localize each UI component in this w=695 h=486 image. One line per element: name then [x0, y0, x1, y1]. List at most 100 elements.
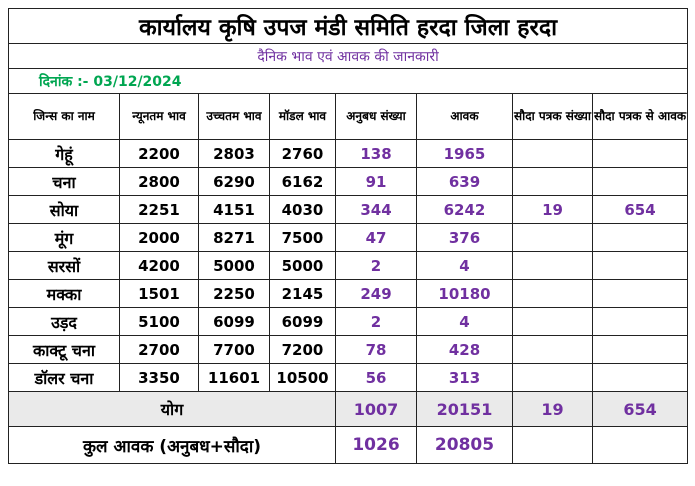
min-price: 5100: [119, 307, 199, 336]
grand-total-row: कुल आवक (अनुबध+सौदा) 1026 20805: [8, 426, 689, 464]
model-price: 7500: [269, 223, 336, 252]
max-price: 6290: [198, 167, 270, 196]
contract-count: 56: [335, 363, 417, 392]
min-price: 1501: [119, 279, 199, 308]
model-price: 6099: [269, 307, 336, 336]
min-price: 4200: [119, 251, 199, 280]
commodity-name: मक्का: [8, 279, 120, 308]
arrival: 428: [416, 335, 513, 364]
price-report-sheet: कार्यालय कृषि उपज मंडी समिति हरदा जिला ह…: [7, 8, 689, 464]
min-price: 2700: [119, 335, 199, 364]
header-contract-count: अनुबध संख्या: [335, 93, 417, 140]
max-price: 6099: [198, 307, 270, 336]
deal-count: [512, 251, 593, 280]
grand-total-label: कुल आवक (अनुबध+सौदा): [8, 426, 336, 464]
min-price: 3350: [119, 363, 199, 392]
report-subtitle: दैनिक भाव एवं आवक की जानकारी: [7, 43, 689, 69]
arrival: 376: [416, 223, 513, 252]
table-row: गेहूं 2200 2803 2760 138 1965: [8, 139, 689, 168]
max-price: 4151: [198, 195, 270, 224]
commodity-name: गेहूं: [8, 139, 120, 168]
table-row: मूंग 2000 8271 7500 47 376: [8, 223, 689, 252]
min-price: 2000: [119, 223, 199, 252]
model-price: 6162: [269, 167, 336, 196]
table-row: काक्टू चना 2700 7700 7200 78 428: [8, 335, 689, 364]
deal-count: 19: [512, 195, 593, 224]
total-deal-count: 19: [512, 391, 593, 427]
contract-count: 2: [335, 307, 417, 336]
report-title: कार्यालय कृषि उपज मंडी समिति हरदा जिला ह…: [7, 8, 689, 44]
arrival: 313: [416, 363, 513, 392]
deal-arrival: [591, 251, 689, 280]
header-model-price: मॉडल भाव: [269, 93, 336, 140]
min-price: 2800: [119, 167, 199, 196]
model-price: 5000: [269, 251, 336, 280]
table-row: मक्का 1501 2250 2145 249 10180: [8, 279, 689, 308]
contract-count: 78: [335, 335, 417, 364]
report-date: दिनांक :- 03/12/2024: [7, 68, 689, 94]
commodity-name: सोया: [8, 195, 120, 224]
min-price: 2200: [119, 139, 199, 168]
max-price: 7700: [198, 335, 270, 364]
total-arrival: 20151: [416, 391, 513, 427]
model-price: 2760: [269, 139, 336, 168]
header-deal-arrival: सौदा पत्रक से आवक: [591, 93, 689, 140]
contract-count: 344: [335, 195, 417, 224]
table-row: सरसों 4200 5000 5000 2 4: [8, 251, 689, 280]
table-row: डॉलर चना 3350 11601 10500 56 313: [8, 363, 689, 392]
deal-arrival: 654: [591, 195, 689, 224]
deal-arrival: [591, 139, 689, 168]
contract-count: 249: [335, 279, 417, 308]
max-price: 2250: [198, 279, 270, 308]
commodity-name: सरसों: [8, 251, 120, 280]
deal-arrival: [591, 307, 689, 336]
deal-count: [512, 307, 593, 336]
grand-total-empty-2: [591, 426, 689, 464]
max-price: 11601: [198, 363, 270, 392]
deal-arrival: [591, 279, 689, 308]
max-price: 5000: [198, 251, 270, 280]
grand-total-arrival: 20805: [416, 426, 513, 464]
contract-count: 47: [335, 223, 417, 252]
total-label: योग: [8, 391, 336, 427]
table-row: चना 2800 6290 6162 91 639: [8, 167, 689, 196]
commodity-name: उड़द: [8, 307, 120, 336]
table-header-row: जिन्स का नाम न्यूनतम भाव उच्चतम भाव मॉडल…: [8, 93, 689, 140]
arrival: 1965: [416, 139, 513, 168]
contract-count: 2: [335, 251, 417, 280]
deal-arrival: [591, 335, 689, 364]
deal-arrival: [591, 363, 689, 392]
arrival: 4: [416, 307, 513, 336]
commodity-name: चना: [8, 167, 120, 196]
arrival: 4: [416, 251, 513, 280]
deal-count: [512, 335, 593, 364]
min-price: 2251: [119, 195, 199, 224]
commodity-name: मूंग: [8, 223, 120, 252]
total-row: योग 1007 20151 19 654: [8, 391, 689, 427]
price-table: कार्यालय कृषि उपज मंडी समिति हरदा जिला ह…: [7, 8, 689, 464]
arrival: 639: [416, 167, 513, 196]
total-deal-arrival: 654: [591, 391, 689, 427]
deal-arrival: [591, 223, 689, 252]
header-min-price: न्यूनतम भाव: [119, 93, 199, 140]
model-price: 4030: [269, 195, 336, 224]
deal-count: [512, 139, 593, 168]
grand-total-contract-count: 1026: [335, 426, 417, 464]
grand-total-empty-1: [512, 426, 593, 464]
header-commodity: जिन्स का नाम: [8, 93, 120, 140]
header-arrival: आवक: [416, 93, 513, 140]
commodity-name: डॉलर चना: [8, 363, 120, 392]
max-price: 2803: [198, 139, 270, 168]
commodity-name: काक्टू चना: [8, 335, 120, 364]
model-price: 7200: [269, 335, 336, 364]
arrival: 10180: [416, 279, 513, 308]
total-contract-count: 1007: [335, 391, 417, 427]
contract-count: 91: [335, 167, 417, 196]
arrival: 6242: [416, 195, 513, 224]
table-row: सोया 2251 4151 4030 344 6242 19 654: [8, 195, 689, 224]
deal-count: [512, 363, 593, 392]
header-deal-count: सौदा पत्रक संख्या: [512, 93, 593, 140]
max-price: 8271: [198, 223, 270, 252]
deal-count: [512, 279, 593, 308]
header-max-price: उच्चतम भाव: [198, 93, 270, 140]
